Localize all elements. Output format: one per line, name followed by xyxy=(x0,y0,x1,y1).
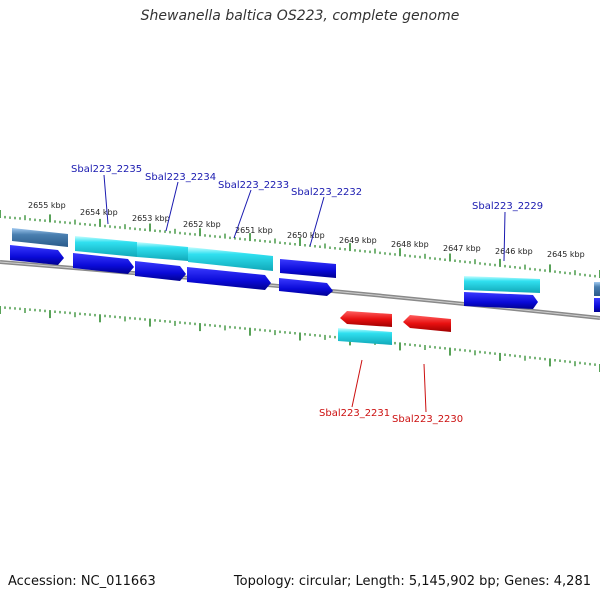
gene-block[interactable] xyxy=(280,259,336,278)
gene-block[interactable] xyxy=(188,247,273,271)
gene-label[interactable]: Sbal223_2230 xyxy=(392,414,463,425)
gene-arrow-reverse[interactable] xyxy=(403,315,451,332)
gene-label[interactable]: Sbal223_2231 xyxy=(319,408,390,419)
accession-text: Accession: NC_011663 xyxy=(8,574,156,589)
ticks-inner-ring xyxy=(0,306,600,372)
gene-arrow[interactable] xyxy=(135,261,186,281)
kbp-label: 2653 kbp xyxy=(132,214,170,223)
gene-leaders xyxy=(103,174,506,413)
kbp-label: 2649 kbp xyxy=(339,236,377,245)
gene-row-reverse xyxy=(338,311,451,345)
gene-arrow-reverse[interactable] xyxy=(340,311,392,327)
gene-row-upper xyxy=(12,228,600,296)
gene-label[interactable]: Sbal223_2229 xyxy=(472,201,543,212)
gene-row-lower xyxy=(10,245,600,312)
genome-stats-text: Topology: circular; Length: 5,145,902 bp… xyxy=(233,574,591,589)
kbp-label: 2651 kbp xyxy=(235,226,273,235)
kbp-label: 2652 kbp xyxy=(183,220,221,229)
gene-arrow[interactable] xyxy=(73,253,134,274)
gene-arrow[interactable] xyxy=(464,292,538,309)
gene-block[interactable] xyxy=(338,328,392,345)
kbp-label: 2648 kbp xyxy=(391,240,429,249)
ticks-outer-ring xyxy=(0,210,600,278)
gene-arrow[interactable] xyxy=(594,298,600,312)
gene-label[interactable]: Sbal223_2232 xyxy=(291,187,362,198)
gene-label[interactable]: Sbal223_2233 xyxy=(218,180,289,191)
gene-block[interactable] xyxy=(75,236,137,257)
gene-arrow[interactable] xyxy=(10,245,64,265)
gene-arrow[interactable] xyxy=(187,267,271,290)
kbp-label: 2654 kbp xyxy=(80,208,118,217)
gene-block[interactable] xyxy=(137,242,188,261)
gene-label[interactable]: Sbal223_2235 xyxy=(71,164,142,175)
gene-label[interactable]: Sbal223_2234 xyxy=(145,172,216,183)
kbp-label: 2645 kbp xyxy=(547,250,585,259)
gene-block[interactable] xyxy=(464,276,540,293)
gene-block[interactable] xyxy=(594,282,600,296)
kbp-label: 2655 kbp xyxy=(28,201,66,210)
kbp-label: 2646 kbp xyxy=(495,247,533,256)
gene-block[interactable] xyxy=(12,228,68,247)
kbp-label: 2650 kbp xyxy=(287,231,325,240)
gene-arrow[interactable] xyxy=(279,278,333,296)
map-title: Shewanella baltica OS223, complete genom… xyxy=(140,8,460,24)
kbp-label: 2647 kbp xyxy=(443,244,481,253)
